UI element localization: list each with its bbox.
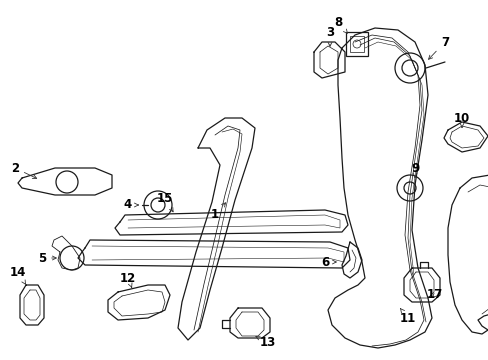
Text: 10: 10 <box>453 112 469 127</box>
Text: 4: 4 <box>123 198 138 211</box>
Text: 1: 1 <box>210 203 225 221</box>
Text: 14: 14 <box>10 266 26 284</box>
Text: 7: 7 <box>427 36 448 59</box>
Text: 15: 15 <box>157 192 173 212</box>
Text: 12: 12 <box>120 271 136 287</box>
Text: 9: 9 <box>410 162 418 177</box>
Text: 13: 13 <box>255 336 276 348</box>
Text: 11: 11 <box>399 309 415 324</box>
Text: 8: 8 <box>333 15 346 33</box>
Text: 5: 5 <box>38 252 56 265</box>
Text: 17: 17 <box>426 288 442 302</box>
Text: 6: 6 <box>320 256 336 269</box>
Text: 2: 2 <box>11 162 37 179</box>
Text: 3: 3 <box>325 26 333 46</box>
Text: 16: 16 <box>0 359 1 360</box>
